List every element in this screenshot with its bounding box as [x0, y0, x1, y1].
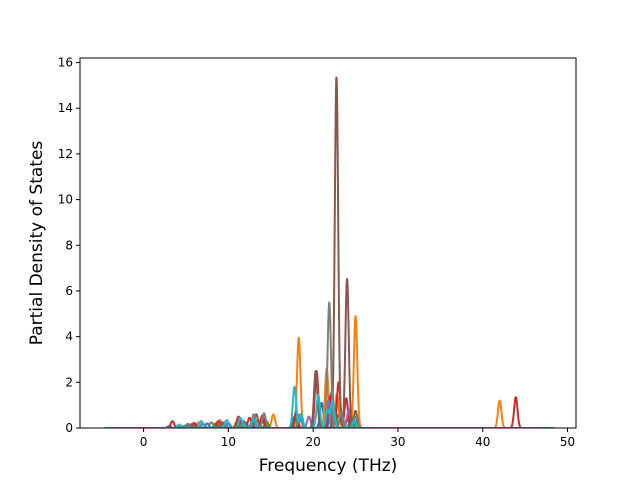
x-tick-label: 30	[390, 435, 405, 449]
x-axis-title: Frequency (THz)	[259, 456, 398, 476]
y-tick-label: 10	[58, 193, 73, 207]
y-tick-label: 8	[65, 238, 73, 252]
pdos-series-line-4	[103, 370, 555, 428]
x-tick-label: 40	[475, 435, 490, 449]
x-tick-label: 10	[221, 435, 236, 449]
x-tick-label: 20	[306, 435, 321, 449]
plot-frame	[79, 57, 577, 429]
y-tick-label: 0	[65, 421, 73, 435]
y-axis-title: Partial Density of States	[27, 141, 47, 346]
y-tick-label: 14	[58, 101, 73, 115]
x-tick-label: 0	[140, 435, 148, 449]
x-axis: 0 10 20 30 40 50	[140, 428, 575, 449]
y-tick-label: 2	[65, 375, 73, 389]
y-tick-label: 12	[58, 147, 73, 161]
pdos-series-line-8	[103, 385, 555, 428]
x-tick-label: 50	[560, 435, 575, 449]
y-tick-label: 16	[58, 56, 73, 70]
y-tick-label: 6	[65, 284, 73, 298]
y-tick-label: 4	[65, 330, 73, 344]
pdos-series-line-7	[103, 301, 555, 428]
y-axis: 0 2 4 6 8 10 12 14 16	[58, 56, 80, 435]
